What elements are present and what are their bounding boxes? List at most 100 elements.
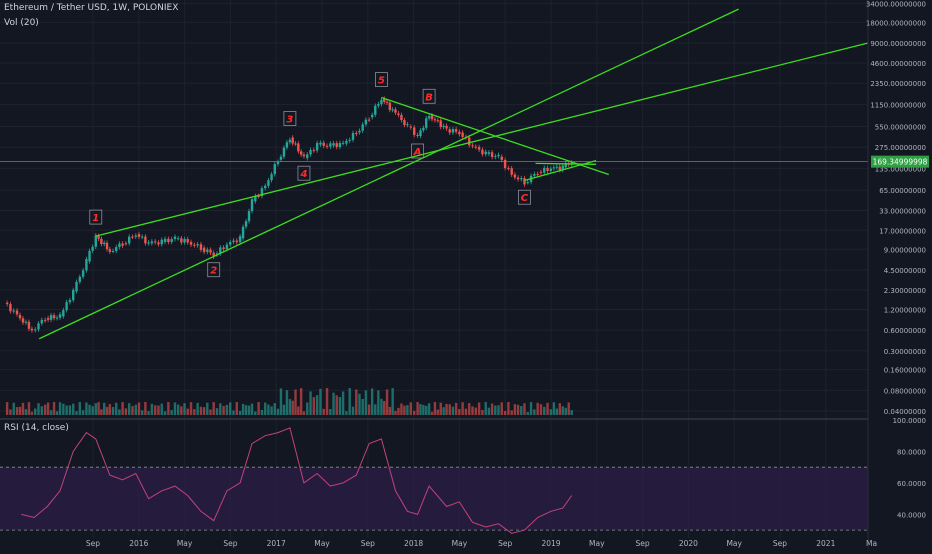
rsi-band (0, 467, 868, 531)
candle-body (481, 149, 484, 155)
symbol-title: Ethereum / Tether USD, 1W, POLONIEX (4, 3, 179, 13)
candle-body (264, 185, 267, 189)
volume-bar (341, 391, 345, 415)
candle-body (199, 244, 203, 250)
volume-bar (481, 410, 484, 415)
volume-bar (516, 404, 520, 415)
volume-bar (264, 402, 267, 415)
wave-label-box (375, 72, 388, 87)
volume-bar (219, 403, 222, 415)
volume-bar (153, 405, 157, 415)
trendline[interactable] (38, 8, 739, 340)
candle-body (160, 239, 163, 245)
rsi-axis-tick: 40.0000 (897, 511, 926, 519)
candle-body (206, 249, 209, 252)
volume-bar (397, 407, 400, 415)
wave-label-box (518, 189, 531, 205)
volume-bar (202, 407, 206, 415)
volume-bar (173, 402, 177, 415)
volume-bar (299, 388, 303, 415)
candle-body (403, 120, 406, 125)
volume-bar (37, 403, 40, 415)
volume-bar (513, 404, 517, 415)
wave-label-box (207, 262, 221, 278)
volume-bar (552, 402, 556, 415)
volume-bar (564, 407, 567, 415)
candle-body (445, 125, 448, 129)
candle-body (37, 323, 40, 330)
volume-bar (385, 389, 389, 415)
volume-bar (494, 405, 497, 415)
volume-bar (394, 410, 397, 415)
candle-body (257, 195, 260, 197)
volume-bar (206, 402, 209, 415)
price-axis-tick: 18000.00000000 (866, 19, 926, 27)
volume-bar (355, 389, 358, 415)
volume-bar (497, 405, 500, 415)
volume-bar (170, 410, 173, 415)
candle-body (209, 249, 212, 253)
rsi-indicator-label[interactable]: RSI (14, close) (4, 423, 69, 433)
volume-indicator-label[interactable]: Vol (20) (4, 18, 39, 28)
candle-body (219, 247, 222, 254)
candle-body (124, 243, 128, 245)
volume-bar (100, 409, 103, 415)
price-axis-panel[interactable] (868, 0, 932, 550)
candle-body (458, 131, 461, 135)
trendline[interactable] (95, 42, 869, 237)
volume-bar (260, 409, 264, 415)
candle-body (539, 171, 543, 173)
volume-bar (270, 406, 273, 415)
volume-bar (144, 402, 147, 415)
candle-body (419, 130, 422, 136)
price-axis-tick: 34000.00000000 (866, 0, 926, 8)
volume-bar (5, 402, 9, 415)
current-price-label: 169.34999998 (873, 158, 928, 167)
candles (5, 96, 573, 333)
candle-body (315, 142, 319, 151)
price-axis-tick: 1.20000000 (884, 306, 926, 314)
volume-bar (108, 404, 112, 415)
volume-bar (273, 403, 276, 415)
candle-body (364, 119, 368, 125)
volume-bar (364, 390, 368, 415)
candle-body (536, 173, 539, 175)
trendline[interactable] (535, 162, 596, 165)
candle-body (153, 241, 157, 243)
volume-bar (167, 402, 170, 415)
volume-bar (543, 406, 546, 415)
candle-body (523, 178, 526, 185)
volume-bar (94, 403, 97, 415)
candle-body (439, 120, 442, 128)
wave-label-a: A (413, 147, 422, 158)
volume-bar (176, 404, 180, 415)
candle-body (332, 143, 335, 146)
wave-label-box (422, 88, 436, 104)
wave-label-box (89, 209, 103, 225)
volume-bar (406, 405, 409, 415)
time-axis-panel[interactable] (0, 538, 868, 550)
candle-body (370, 114, 374, 118)
candle-body (127, 236, 131, 244)
time-axis-tick: May (314, 539, 330, 548)
wave-label-box (297, 165, 311, 181)
time-axis-tick: Sep (636, 539, 650, 548)
rsi-axis-tick: 80.0000 (897, 448, 926, 456)
wave-label-1: 1 (92, 213, 99, 224)
candle-body (413, 127, 416, 135)
volume-bar (27, 402, 31, 415)
candle-body (247, 211, 251, 222)
volume-bar (285, 390, 289, 415)
volume-bar (484, 402, 487, 415)
volume-bar (430, 411, 434, 415)
candle-body (222, 247, 225, 250)
volume-bar (549, 409, 553, 415)
candle-body (78, 276, 82, 282)
candle-body (474, 146, 478, 148)
volume-bar (529, 402, 533, 415)
candle-body (170, 239, 173, 243)
candle-body (383, 98, 386, 102)
